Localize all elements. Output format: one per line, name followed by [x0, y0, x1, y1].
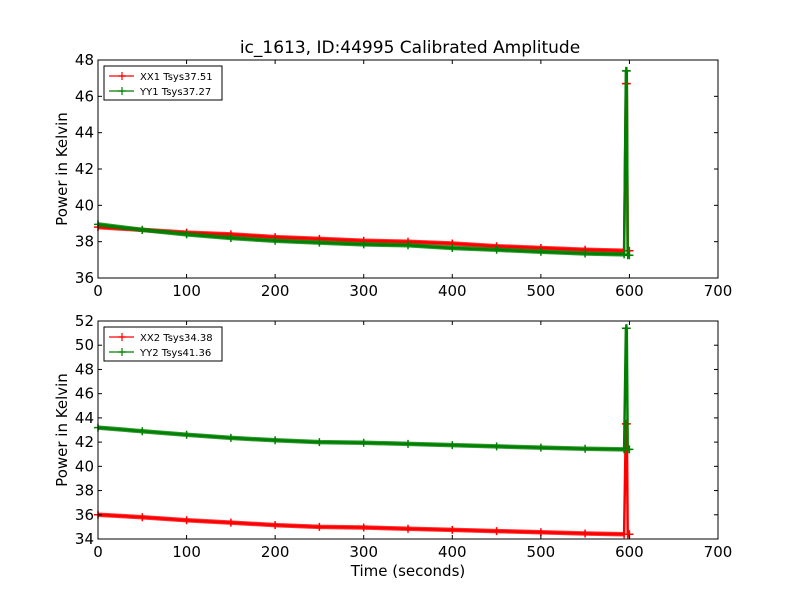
data-point-marker: [226, 433, 235, 442]
data-point-marker: [182, 430, 191, 439]
y-tick-label: 44: [75, 409, 94, 427]
data-point-marker: [492, 527, 501, 536]
x-tick-label: 200: [261, 282, 290, 300]
data-point-marker: [492, 245, 501, 254]
legend-label: YY1 Tsys37.27: [139, 87, 211, 98]
data-point-marker: [226, 234, 235, 242]
series-2: [94, 324, 634, 454]
legend-label: XX2 Tsys34.38: [140, 333, 213, 344]
y-tick-label: 36: [75, 269, 94, 287]
data-point-marker: [271, 436, 280, 445]
data-point-marker: [182, 230, 191, 239]
x-tick-label: 700: [704, 543, 733, 561]
y-tick-label: 48: [75, 51, 94, 69]
data-point-marker: [315, 522, 324, 531]
data-point-marker: [404, 241, 412, 250]
data-point-marker: [138, 513, 147, 522]
data-point-marker: [581, 249, 590, 258]
x-tick-label: 600: [615, 282, 644, 300]
x-tick-label: 100: [172, 543, 201, 561]
data-point-marker: [581, 529, 590, 538]
y-tick-label: 40: [75, 457, 94, 475]
y-tick-label: 38: [75, 233, 94, 251]
legend-label: YY2 Tsys41.36: [139, 348, 211, 359]
x-tick-label: 400: [438, 543, 467, 561]
data-point-marker: [315, 438, 324, 447]
data-point-marker: [536, 247, 545, 256]
data-point-marker: [138, 427, 147, 436]
legend-label: XX1 Tsys37.51: [140, 72, 213, 83]
data-point-marker: [448, 441, 457, 450]
series-2: [94, 66, 634, 260]
x-tick-label: 700: [704, 282, 733, 300]
plot-frame: [97, 320, 719, 540]
y-tick-label: 48: [75, 360, 94, 378]
data-point-marker: [625, 445, 634, 454]
y-tick-label: 38: [75, 482, 94, 500]
legend-marker: [118, 333, 126, 341]
x-axis-label: Time (seconds): [350, 562, 466, 580]
legend: XX2 Tsys34.38 YY2 Tsys41.36: [103, 326, 223, 362]
data-point-marker: [536, 528, 545, 537]
subplot-1: 0 100 200 300 400 500 600 700 36 38 40 42 44 46 48 Powe…: [53, 51, 732, 300]
y-tick-label: 44: [75, 124, 94, 142]
data-point-marker: [359, 523, 368, 532]
legend-box: [103, 326, 223, 362]
x-tick-label: 500: [527, 282, 556, 300]
y-axis-label: Power in Kelvin: [53, 112, 71, 226]
plots: 0 100 200 300 400 500 600 70036384042444648Powe…: [53, 51, 732, 580]
data-point-marker: [448, 525, 457, 534]
y-tick-label: 42: [75, 433, 94, 451]
y-tick-label: 52: [75, 312, 94, 330]
chart-title: ic_1613, ID:44995 Calibrated Amplitude: [240, 38, 580, 58]
data-point-marker: [182, 516, 191, 525]
x-tick-label: 0: [93, 543, 103, 561]
y-tick-label: 36: [75, 506, 94, 524]
x-tick-label: 300: [349, 543, 378, 561]
data-point-marker: [492, 442, 501, 451]
x-tick-label: 0: [93, 282, 103, 300]
legend-marker: [118, 348, 126, 356]
data-point-marker: [625, 251, 634, 260]
data-point-marker: [622, 66, 631, 75]
x-tick-label: 200: [261, 543, 290, 561]
y-tick-label: 34: [75, 530, 94, 548]
data-point-marker: [315, 238, 324, 247]
y-tick-label: 40: [75, 196, 94, 214]
y-tick-label: 46: [75, 87, 94, 105]
data-point-marker: [359, 240, 368, 249]
y-tick-label: 50: [75, 336, 94, 354]
y-axis-label: Power in Kelvin: [53, 373, 71, 487]
data-point-marker: [271, 521, 280, 530]
data-point-marker: [448, 244, 457, 252]
y-tick-label: 46: [75, 385, 94, 403]
x-tick-label: 500: [527, 543, 556, 561]
x-tick-label: 300: [349, 282, 378, 300]
x-tick-label: 400: [438, 282, 467, 300]
data-point-marker: [620, 250, 629, 259]
legend: XX1 Tsys37.51 YY1 Tsys37.27: [103, 65, 223, 101]
subplot-2: 0 100 200 300 400 500 600 700 34 36 38 40 42 44 46 48 50…: [53, 312, 732, 580]
data-point-marker: [226, 518, 235, 527]
data-point-marker: [536, 443, 545, 452]
legend-marker: [118, 72, 126, 80]
legend-marker: [118, 87, 126, 95]
data-point-marker: [359, 438, 368, 447]
y-tick-label: 42: [75, 160, 94, 178]
x-tick-label: 100: [172, 282, 201, 300]
legend-box: [103, 65, 223, 101]
data-point-marker: [581, 444, 590, 453]
data-point-marker: [404, 524, 412, 533]
data-point-marker: [404, 439, 412, 448]
data-point-marker: [622, 324, 631, 333]
data-point-marker: [138, 225, 147, 234]
data-point-marker: [271, 236, 280, 245]
x-tick-label: 600: [615, 543, 644, 561]
